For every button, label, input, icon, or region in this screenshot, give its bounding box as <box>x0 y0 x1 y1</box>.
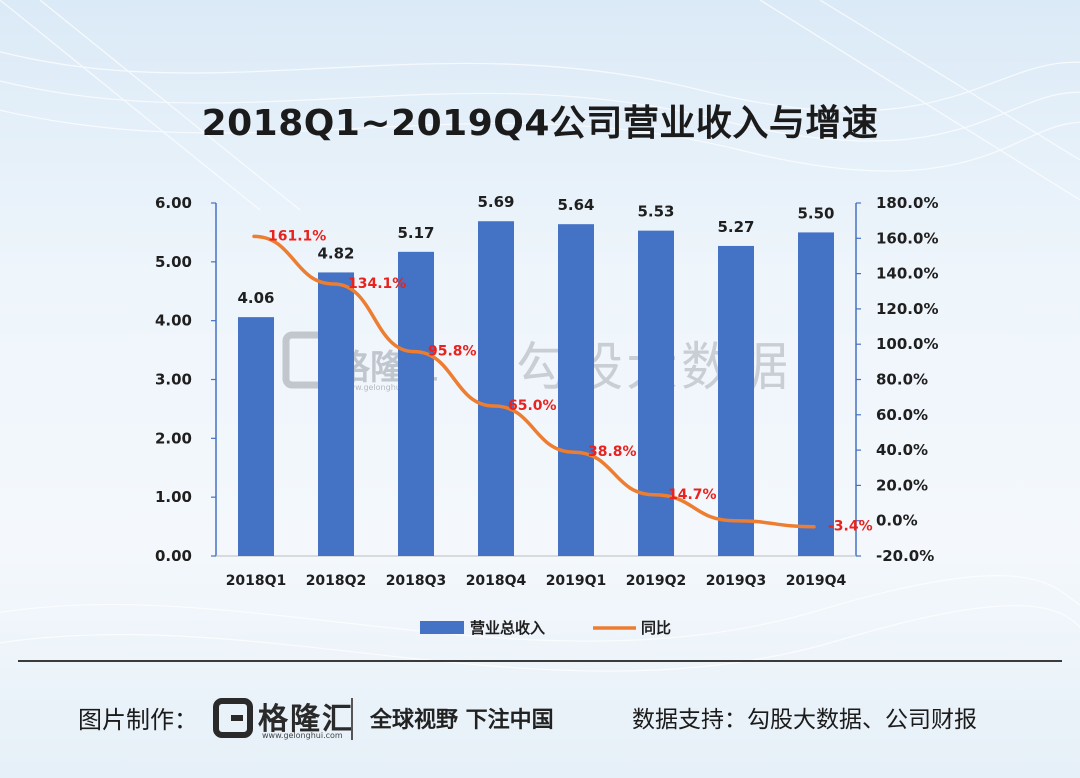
left-tick-label: 4.00 <box>155 312 192 330</box>
revenue-bar <box>718 245 754 556</box>
bar-value-label: 5.17 <box>397 224 434 242</box>
x-tick-label: 2018Q3 <box>386 573 447 589</box>
right-tick-label: 120.0% <box>876 300 938 318</box>
legend-swatch-revenue <box>420 621 464 634</box>
gelonghui-logo-icon <box>213 698 253 738</box>
left-tick-label: 2.00 <box>155 429 192 447</box>
watermark-logo-url: www.gelonghui.com <box>342 383 423 392</box>
x-tick-label: 2018Q4 <box>466 573 527 589</box>
revenue-bar <box>798 232 834 556</box>
right-tick-label: 140.0% <box>876 265 938 283</box>
revenue-bar <box>558 224 594 556</box>
revenue-bar <box>478 221 514 556</box>
left-tick-label: 0.00 <box>155 547 192 565</box>
yoy-value-label: 95.8% <box>428 344 477 360</box>
data-source: 数据支持：勾股大数据、公司财报 <box>632 707 977 733</box>
x-tick-label: 2019Q3 <box>706 573 767 589</box>
left-tick-label: 3.00 <box>155 371 192 389</box>
revenue-bar <box>398 251 434 556</box>
legend-label-yoy: 同比 <box>641 619 671 637</box>
chart-title: 2018Q1~2019Q4公司营业收入与增速 <box>201 103 879 144</box>
yoy-value-label: 65.0% <box>508 398 557 414</box>
left-tick-label: 5.00 <box>155 253 192 271</box>
footer: 图片制作： 格隆汇 www.gelonghui.com 全球视野 下注中国 数据… <box>0 680 1080 760</box>
x-tick-label: 2019Q4 <box>786 573 847 589</box>
credit-label: 图片制作： <box>78 706 198 734</box>
x-tick-label: 2019Q1 <box>546 573 607 589</box>
slogan: 全球视野 下注中国 <box>370 708 554 733</box>
x-tick-label: 2019Q2 <box>626 573 687 589</box>
right-tick-label: -20.0% <box>876 547 934 565</box>
bar-value-label: 4.06 <box>237 289 274 307</box>
yoy-growth-line <box>252 234 816 529</box>
yoy-value-label: 14.7% <box>668 487 717 503</box>
x-tick-label: 2018Q2 <box>306 573 367 589</box>
revenue-bar <box>638 230 674 556</box>
right-tick-label: 20.0% <box>876 476 928 494</box>
revenue-bar <box>318 272 354 556</box>
left-tick-label: 1.00 <box>155 488 192 506</box>
right-tick-label: 0.0% <box>876 512 918 530</box>
bar-value-label: 5.69 <box>477 193 514 211</box>
bar-value-label: 5.64 <box>557 196 594 214</box>
footer-divider <box>18 660 1062 662</box>
watermark: 格隆汇 www.gelonghui.com 勾股大数据 <box>282 331 788 398</box>
bar-value-label: 5.50 <box>797 204 834 222</box>
right-tick-label: 40.0% <box>876 441 928 459</box>
revenue-bar <box>238 317 274 556</box>
bar-value-label: 5.27 <box>717 218 754 236</box>
yoy-value-label: 38.8% <box>588 444 637 460</box>
right-tick-label: 180.0% <box>876 194 938 212</box>
yoy-value-label: -3.4% <box>828 519 873 535</box>
right-tick-label: 60.0% <box>876 406 928 424</box>
legend-label-revenue: 营业总收入 <box>470 619 545 637</box>
x-tick-label: 2018Q1 <box>226 573 287 589</box>
footer-separator <box>351 698 353 740</box>
yoy-value-label: 134.1% <box>348 276 406 292</box>
logo-name: 格隆汇 <box>258 702 354 737</box>
plot-area: 0.00 1.00 2.00 3.00 4.00 5.00 6.00 -20.0% 0.0% 20… <box>155 193 939 637</box>
bar-value-label: 5.53 <box>637 203 674 221</box>
right-tick-label: 80.0% <box>876 371 928 389</box>
left-tick-label: 6.00 <box>155 194 192 212</box>
bar-value-label: 4.82 <box>317 244 354 262</box>
right-tick-label: 100.0% <box>876 335 938 353</box>
logo-url: www.gelonghui.com <box>262 731 343 740</box>
chart: 格隆汇 www.gelonghui.com 勾股大数据 0.00 1.00 2.00… <box>155 193 939 637</box>
right-tick-label: 160.0% <box>876 229 938 247</box>
yoy-value-label: 161.1% <box>268 228 326 244</box>
